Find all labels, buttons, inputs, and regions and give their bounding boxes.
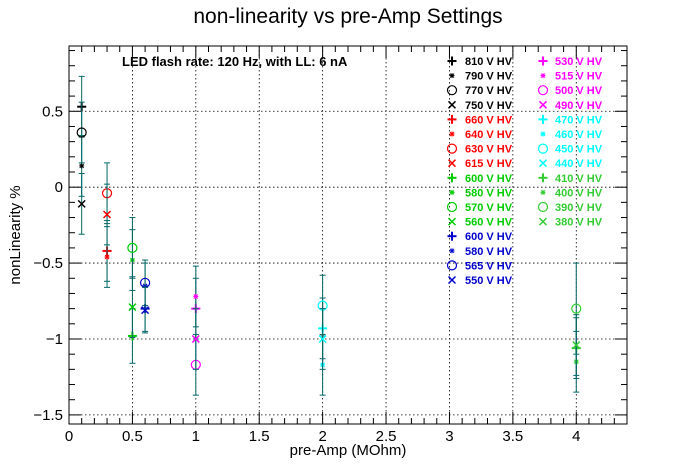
legend-label: 640 V HV	[465, 129, 513, 141]
legend-entry: 550 V HV	[447, 275, 513, 287]
legend-label: 550 V HV	[465, 275, 513, 287]
legend-entry: 490 V HV	[538, 100, 603, 112]
data-points	[76, 75, 582, 396]
data-point	[191, 308, 200, 370]
legend-entry: 450 V HV	[537, 143, 603, 156]
legend-label: 500 V HV	[555, 85, 603, 97]
grid	[68, 46, 627, 424]
legend-label: 810 V HV	[465, 56, 513, 68]
legend-entry: 440 V HV	[538, 158, 603, 170]
legend-label: 450 V HV	[555, 144, 603, 156]
legend-label: 580 V HV	[465, 187, 513, 199]
data-point	[103, 183, 112, 246]
legend-label: 490 V HV	[555, 100, 603, 112]
legend-label: 600 V HV	[465, 231, 513, 243]
y-tick-label: −1.5	[33, 407, 63, 424]
data-point	[141, 286, 150, 334]
y-tick-label: −1	[46, 331, 63, 348]
legend-label: 460 V HV	[555, 129, 603, 141]
x-tick-label: 2	[318, 428, 326, 445]
legend-label: 390 V HV	[555, 202, 603, 214]
legend-entry: 400 V HV	[540, 187, 603, 199]
legend-entry: 530 V HV	[538, 56, 603, 68]
legend: 810 V HV 790 V HV 770 V HV 750 V HV 660 V HV…	[446, 56, 603, 287]
legend-label: 440 V HV	[555, 158, 603, 170]
legend-entry: 380 V HV	[538, 217, 603, 229]
legend-label: 570 V HV	[465, 202, 513, 214]
axis-ticks: 0 0.5 1 1.5 2 2.5 3 3.5 4 0.5 0 −0.5 −1 −1.5	[33, 46, 628, 445]
legend-entry: 410 V HV	[538, 173, 603, 185]
data-point	[76, 101, 87, 164]
legend-entry: 560 V HV	[447, 217, 513, 229]
legend-entry: 515 V HV	[540, 71, 603, 83]
legend-label: 790 V HV	[465, 71, 513, 83]
x-tick-label: 1	[192, 428, 200, 445]
legend-entry: 630 V HV	[446, 143, 513, 156]
y-tick-label: 0	[55, 179, 63, 196]
legend-label: 660 V HV	[465, 114, 513, 126]
legend-entry: 500 V HV	[537, 85, 603, 97]
legend-label: 515 V HV	[555, 71, 603, 83]
annotation: LED flash rate: 120 Hz, with LL: 6 nA	[122, 54, 348, 69]
legend-entry: 660 V HV	[447, 114, 513, 126]
legend-label: 770 V HV	[465, 85, 513, 97]
legend-label: 615 V HV	[465, 158, 513, 170]
legend-entry: 470 V HV	[538, 114, 603, 126]
data-point	[128, 276, 137, 338]
x-tick-label: 0	[65, 428, 73, 445]
legend-label: 630 V HV	[465, 144, 513, 156]
legend-entry: 750 V HV	[447, 100, 513, 112]
legend-label: 380 V HV	[555, 217, 603, 229]
x-tick-label: 0.5	[122, 428, 143, 445]
data-point	[77, 173, 86, 235]
legend-entry: 580 V HV	[449, 187, 513, 199]
legend-label: 600 V HV	[465, 173, 513, 185]
legend-entry: 770 V HV	[446, 85, 513, 97]
legend-label: 530 V HV	[555, 56, 603, 68]
legend-label: 560 V HV	[465, 217, 513, 229]
x-tick-label: 1.5	[249, 428, 270, 445]
x-tick-label: 3.5	[502, 428, 523, 445]
legend-label: 470 V HV	[555, 114, 603, 126]
x-tick-label: 4	[572, 428, 580, 445]
legend-entry: 600 V HV	[447, 173, 513, 185]
data-point	[127, 217, 138, 279]
legend-label: 565 V HV	[465, 260, 513, 272]
plot-frame	[68, 45, 628, 425]
legend-label: 400 V HV	[555, 187, 603, 199]
legend-entry: 565 V HV	[446, 260, 513, 272]
legend-label: 580 V HV	[465, 246, 513, 258]
legend-entry: 460 V HV	[540, 129, 603, 141]
y-axis-label: nonLinearity %	[7, 185, 24, 284]
x-tick-label: 3	[445, 428, 453, 445]
legend-entry: 790 V HV	[449, 71, 513, 83]
y-tick-label: 0.5	[42, 103, 63, 120]
legend-entry: 580 V HV	[449, 246, 513, 258]
x-tick-label: 2.5	[376, 428, 397, 445]
legend-label: 410 V HV	[555, 173, 603, 185]
legend-entry: 600 V HV	[447, 231, 513, 243]
data-point	[318, 308, 327, 370]
legend-entry: 810 V HV	[447, 56, 513, 68]
data-point	[572, 314, 581, 376]
x-axis-label: pre-Amp (MOhm)	[290, 442, 407, 459]
legend-entry: 570 V HV	[446, 201, 513, 214]
legend-entry: 615 V HV	[447, 158, 513, 170]
chart-title: non-linearity vs pre-Amp Settings	[193, 5, 502, 28]
legend-label: 750 V HV	[465, 100, 513, 112]
y-tick-label: −0.5	[33, 255, 63, 272]
legend-entry: 640 V HV	[449, 129, 513, 141]
legend-entry: 390 V HV	[537, 201, 603, 214]
